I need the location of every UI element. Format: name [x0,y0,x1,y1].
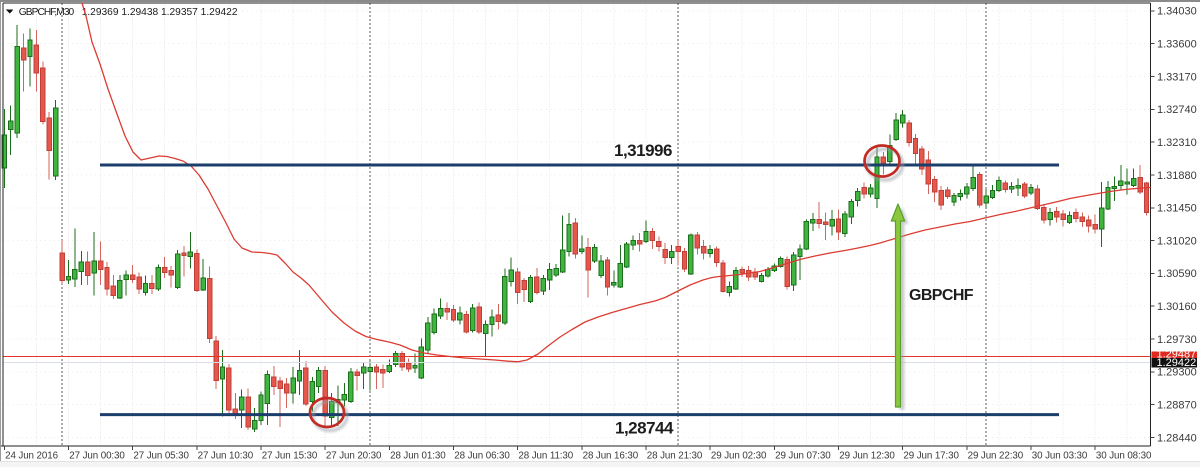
svg-text:1.30160: 1.30160 [1157,301,1197,313]
svg-text:28 Jun 06:30: 28 Jun 06:30 [454,450,510,461]
svg-text:28 Jun 21:30: 28 Jun 21:30 [647,450,703,461]
svg-text:1,28744: 1,28744 [615,418,674,437]
svg-text:1.32310: 1.32310 [1157,137,1197,149]
svg-text:28 Jun 11:30: 28 Jun 11:30 [518,450,573,461]
svg-text:28 Jun 01:30: 28 Jun 01:30 [390,450,446,461]
svg-text:1.33170: 1.33170 [1157,71,1197,83]
svg-text:29 Jun 02:30: 29 Jun 02:30 [711,450,767,461]
svg-text:29 Jun 22:30: 29 Jun 22:30 [968,450,1024,461]
svg-text:27 Jun 00:30: 27 Jun 00:30 [69,450,125,461]
svg-text:1.33600: 1.33600 [1157,39,1197,51]
svg-text:1.28440: 1.28440 [1157,432,1197,444]
svg-text:1,31996: 1,31996 [614,141,672,160]
svg-text:1.32740: 1.32740 [1157,104,1197,116]
svg-text:27 Jun 15:30: 27 Jun 15:30 [262,450,318,461]
svg-text:27 Jun 05:30: 27 Jun 05:30 [133,450,189,461]
svg-text:30 Jun 08:30: 30 Jun 08:30 [1096,450,1152,461]
svg-text:27 Jun 10:30: 27 Jun 10:30 [198,450,254,461]
svg-text:1.30590: 1.30590 [1157,268,1197,280]
svg-text:GBPCHF,M30: GBPCHF,M30 [19,7,75,18]
svg-text:27 Jun 20:30: 27 Jun 20:30 [326,450,382,461]
svg-text:1.31020: 1.31020 [1157,235,1197,247]
svg-text:29 Jun 12:30: 29 Jun 12:30 [839,450,895,461]
svg-text:28 Jun 16:30: 28 Jun 16:30 [583,450,639,461]
svg-text:1.31450: 1.31450 [1157,203,1197,215]
svg-text:1.29300: 1.29300 [1157,367,1197,379]
svg-text:1.34030: 1.34030 [1157,6,1197,18]
svg-text:1.28870: 1.28870 [1157,400,1197,412]
svg-text:30 Jun 03:30: 30 Jun 03:30 [1032,450,1088,461]
svg-text:1.29422: 1.29422 [1157,357,1197,369]
svg-text:1.29369 1.29438 1.29357 1.2942: 1.29369 1.29438 1.29357 1.29422 [82,7,238,18]
svg-text:24 Jun 2016: 24 Jun 2016 [5,450,58,461]
svg-text:1.29730: 1.29730 [1157,334,1197,346]
svg-text:1.29487: 1.29487 [1157,349,1197,361]
svg-text:GBPCHF: GBPCHF [909,287,974,304]
svg-text:1.31880: 1.31880 [1157,170,1197,182]
svg-text:29 Jun 07:30: 29 Jun 07:30 [775,450,831,461]
svg-text:29 Jun 17:30: 29 Jun 17:30 [903,450,959,461]
